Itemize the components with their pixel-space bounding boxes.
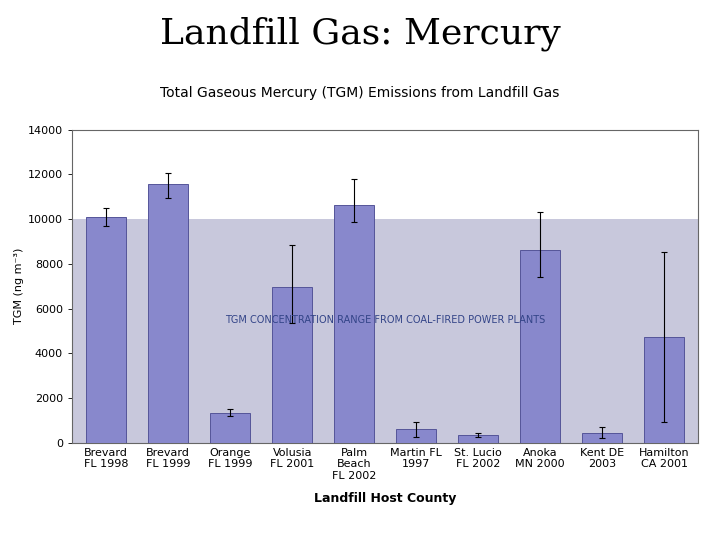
X-axis label: Landfill Host County: Landfill Host County xyxy=(314,492,456,505)
Bar xyxy=(644,336,685,443)
Bar xyxy=(520,251,560,443)
Bar xyxy=(72,219,698,443)
Bar xyxy=(86,217,126,443)
Bar xyxy=(458,435,498,443)
Bar xyxy=(272,287,312,443)
Bar xyxy=(210,413,251,443)
Bar xyxy=(334,205,374,443)
Text: Landfill Gas: Mercury: Landfill Gas: Mercury xyxy=(160,16,560,51)
Text: TGM CONCENTRATION RANGE FROM COAL-FIRED POWER PLANTS: TGM CONCENTRATION RANGE FROM COAL-FIRED … xyxy=(225,315,545,325)
Bar xyxy=(148,184,189,443)
Text: Total Gaseous Mercury (TGM) Emissions from Landfill Gas: Total Gaseous Mercury (TGM) Emissions fr… xyxy=(161,86,559,100)
Bar xyxy=(582,433,622,443)
Bar xyxy=(396,429,436,443)
Y-axis label: TGM (ng m⁻³): TGM (ng m⁻³) xyxy=(14,248,24,325)
